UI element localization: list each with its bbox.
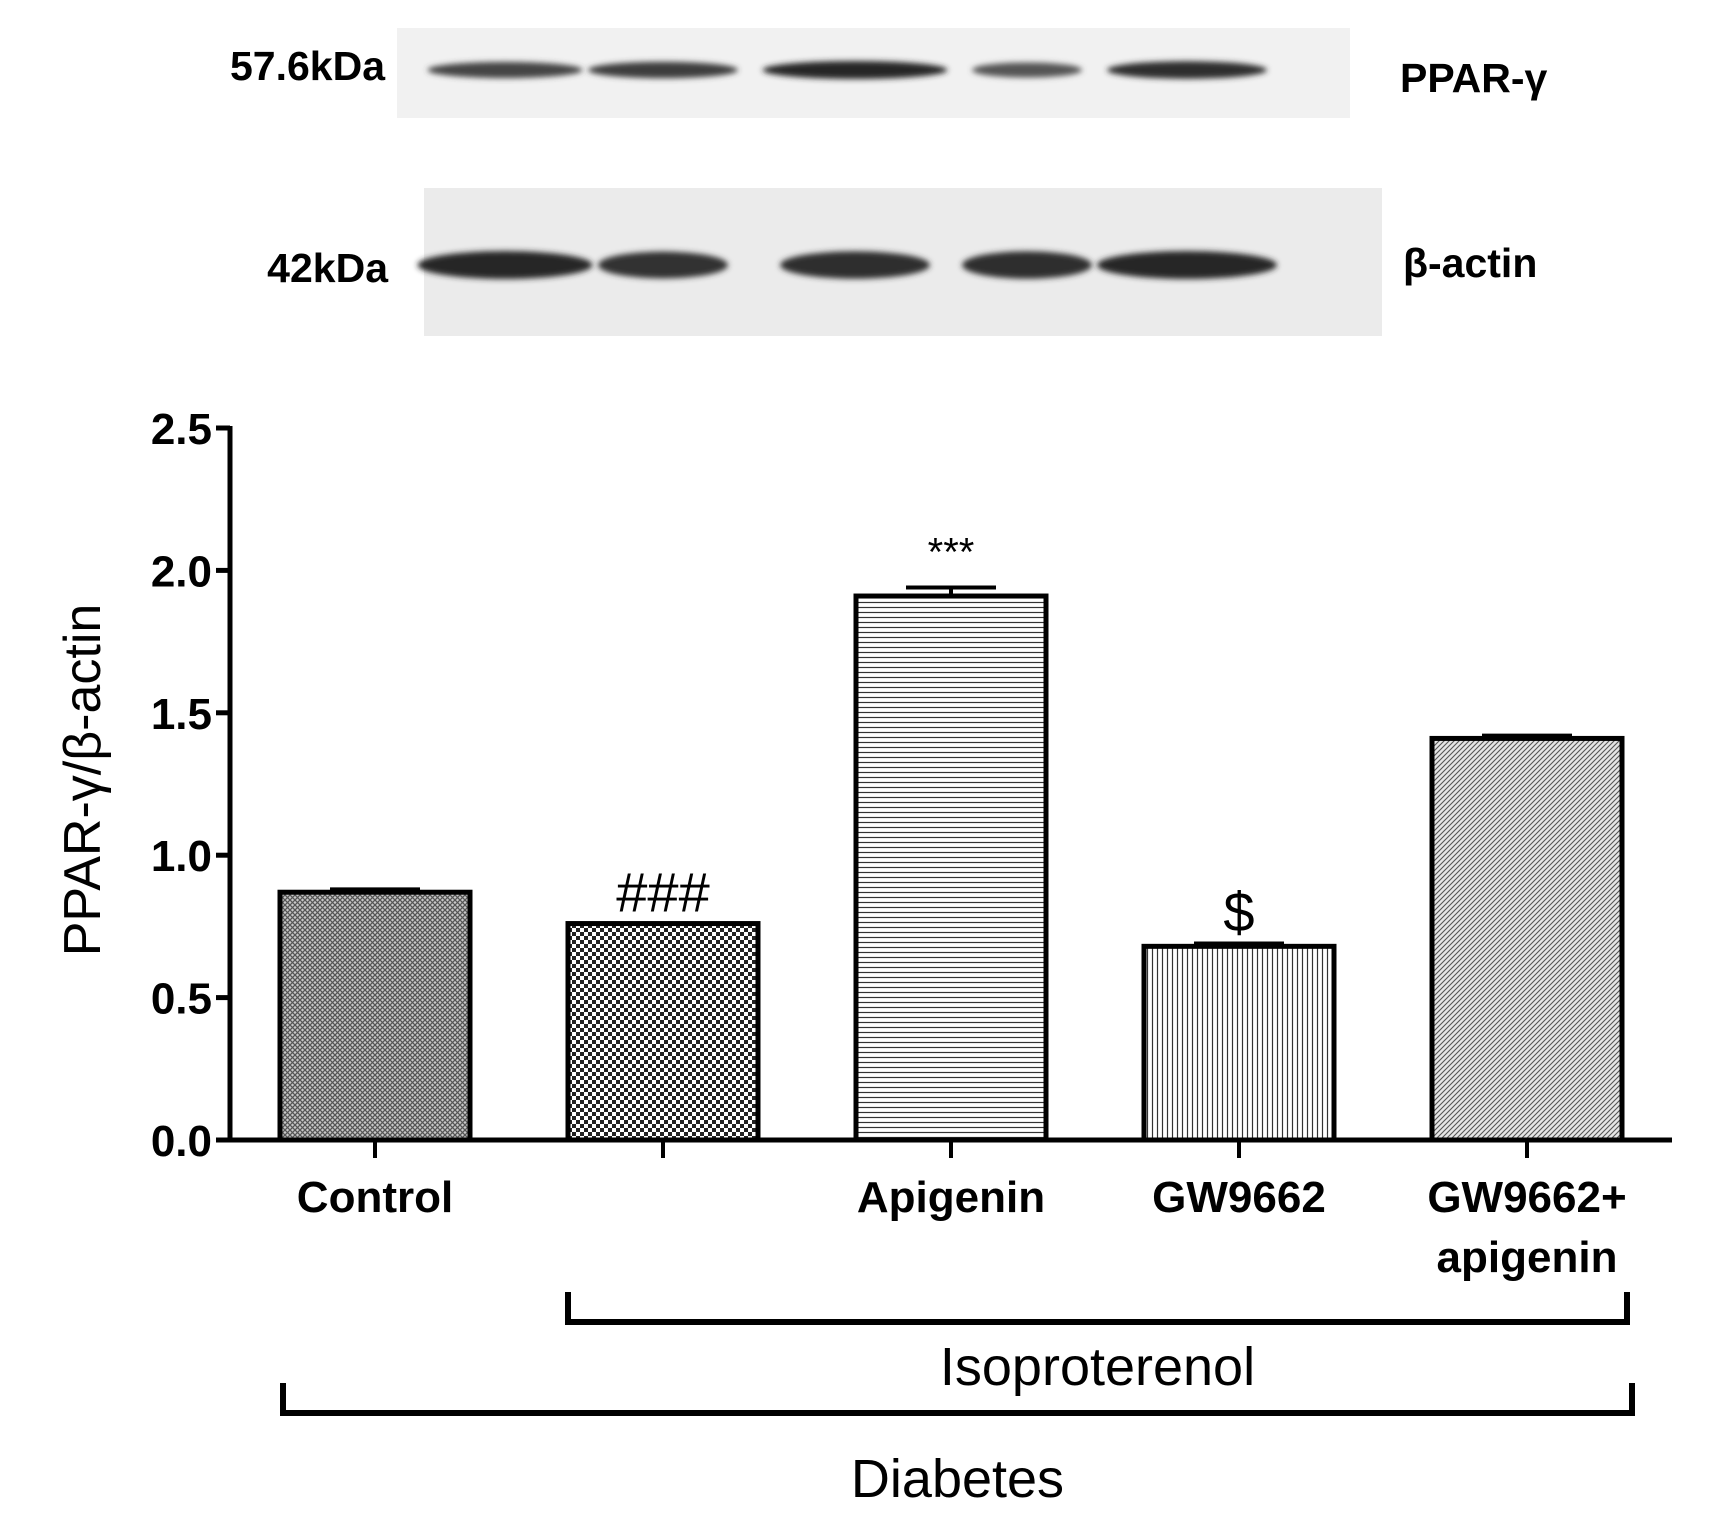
blot-band <box>1097 251 1277 279</box>
blot-band <box>972 62 1082 78</box>
y-tick-label: 2.5 <box>151 405 212 454</box>
blot-band <box>1107 61 1267 79</box>
blot-band <box>598 251 728 279</box>
y-axis-label: PPAR-γ/β-actin <box>54 604 112 957</box>
blot-band <box>417 251 593 279</box>
x-tick-label: Apigenin <box>857 1173 1045 1222</box>
significance-annotation: $ <box>1223 880 1254 943</box>
group-bracket <box>280 1383 1635 1416</box>
x-tick-label: GW9662 <box>1152 1173 1326 1222</box>
x-tick-label: Control <box>297 1173 453 1222</box>
blot-band <box>588 61 738 79</box>
bar <box>565 921 761 1143</box>
beta-actin-protein-label: β-actin <box>1403 240 1537 286</box>
y-tick-label: 1.0 <box>151 832 212 881</box>
y-tick-label: 1.5 <box>151 690 212 739</box>
bar <box>853 593 1049 1143</box>
significance-annotation: ### <box>616 861 709 924</box>
ppar-gamma-size-label: 57.6kDa <box>230 43 386 89</box>
x-tick-label: apigenin <box>1437 1233 1618 1282</box>
group-label: Isoproterenol <box>940 1337 1255 1397</box>
y-tick-label: 2.0 <box>151 547 212 596</box>
blot-band <box>427 61 583 79</box>
western-blot: 57.6kDa PPAR-γ 42kDa β-actin <box>230 28 1548 336</box>
bar <box>1141 943 1337 1143</box>
x-tick-label: GW9662+ <box>1427 1173 1626 1222</box>
bar-chart: ### *** $ 0.0 0.5 1.0 1.5 2.0 2.5 Control Apigen… <box>54 405 1672 1509</box>
blot-band <box>962 251 1092 279</box>
group-label: Diabetes <box>851 1449 1064 1509</box>
blot-band <box>762 61 948 79</box>
beta-actin-size-label: 42kDa <box>267 245 389 291</box>
y-tick-label: 0.0 <box>151 1117 212 1166</box>
blot-band <box>780 251 930 279</box>
ppar-gamma-protein-label: PPAR-γ <box>1400 55 1548 101</box>
group-bracket <box>565 1292 1630 1325</box>
bar <box>277 889 473 1143</box>
bar <box>1429 735 1625 1143</box>
significance-annotation: *** <box>928 530 975 574</box>
y-tick-label: 0.5 <box>151 975 212 1024</box>
